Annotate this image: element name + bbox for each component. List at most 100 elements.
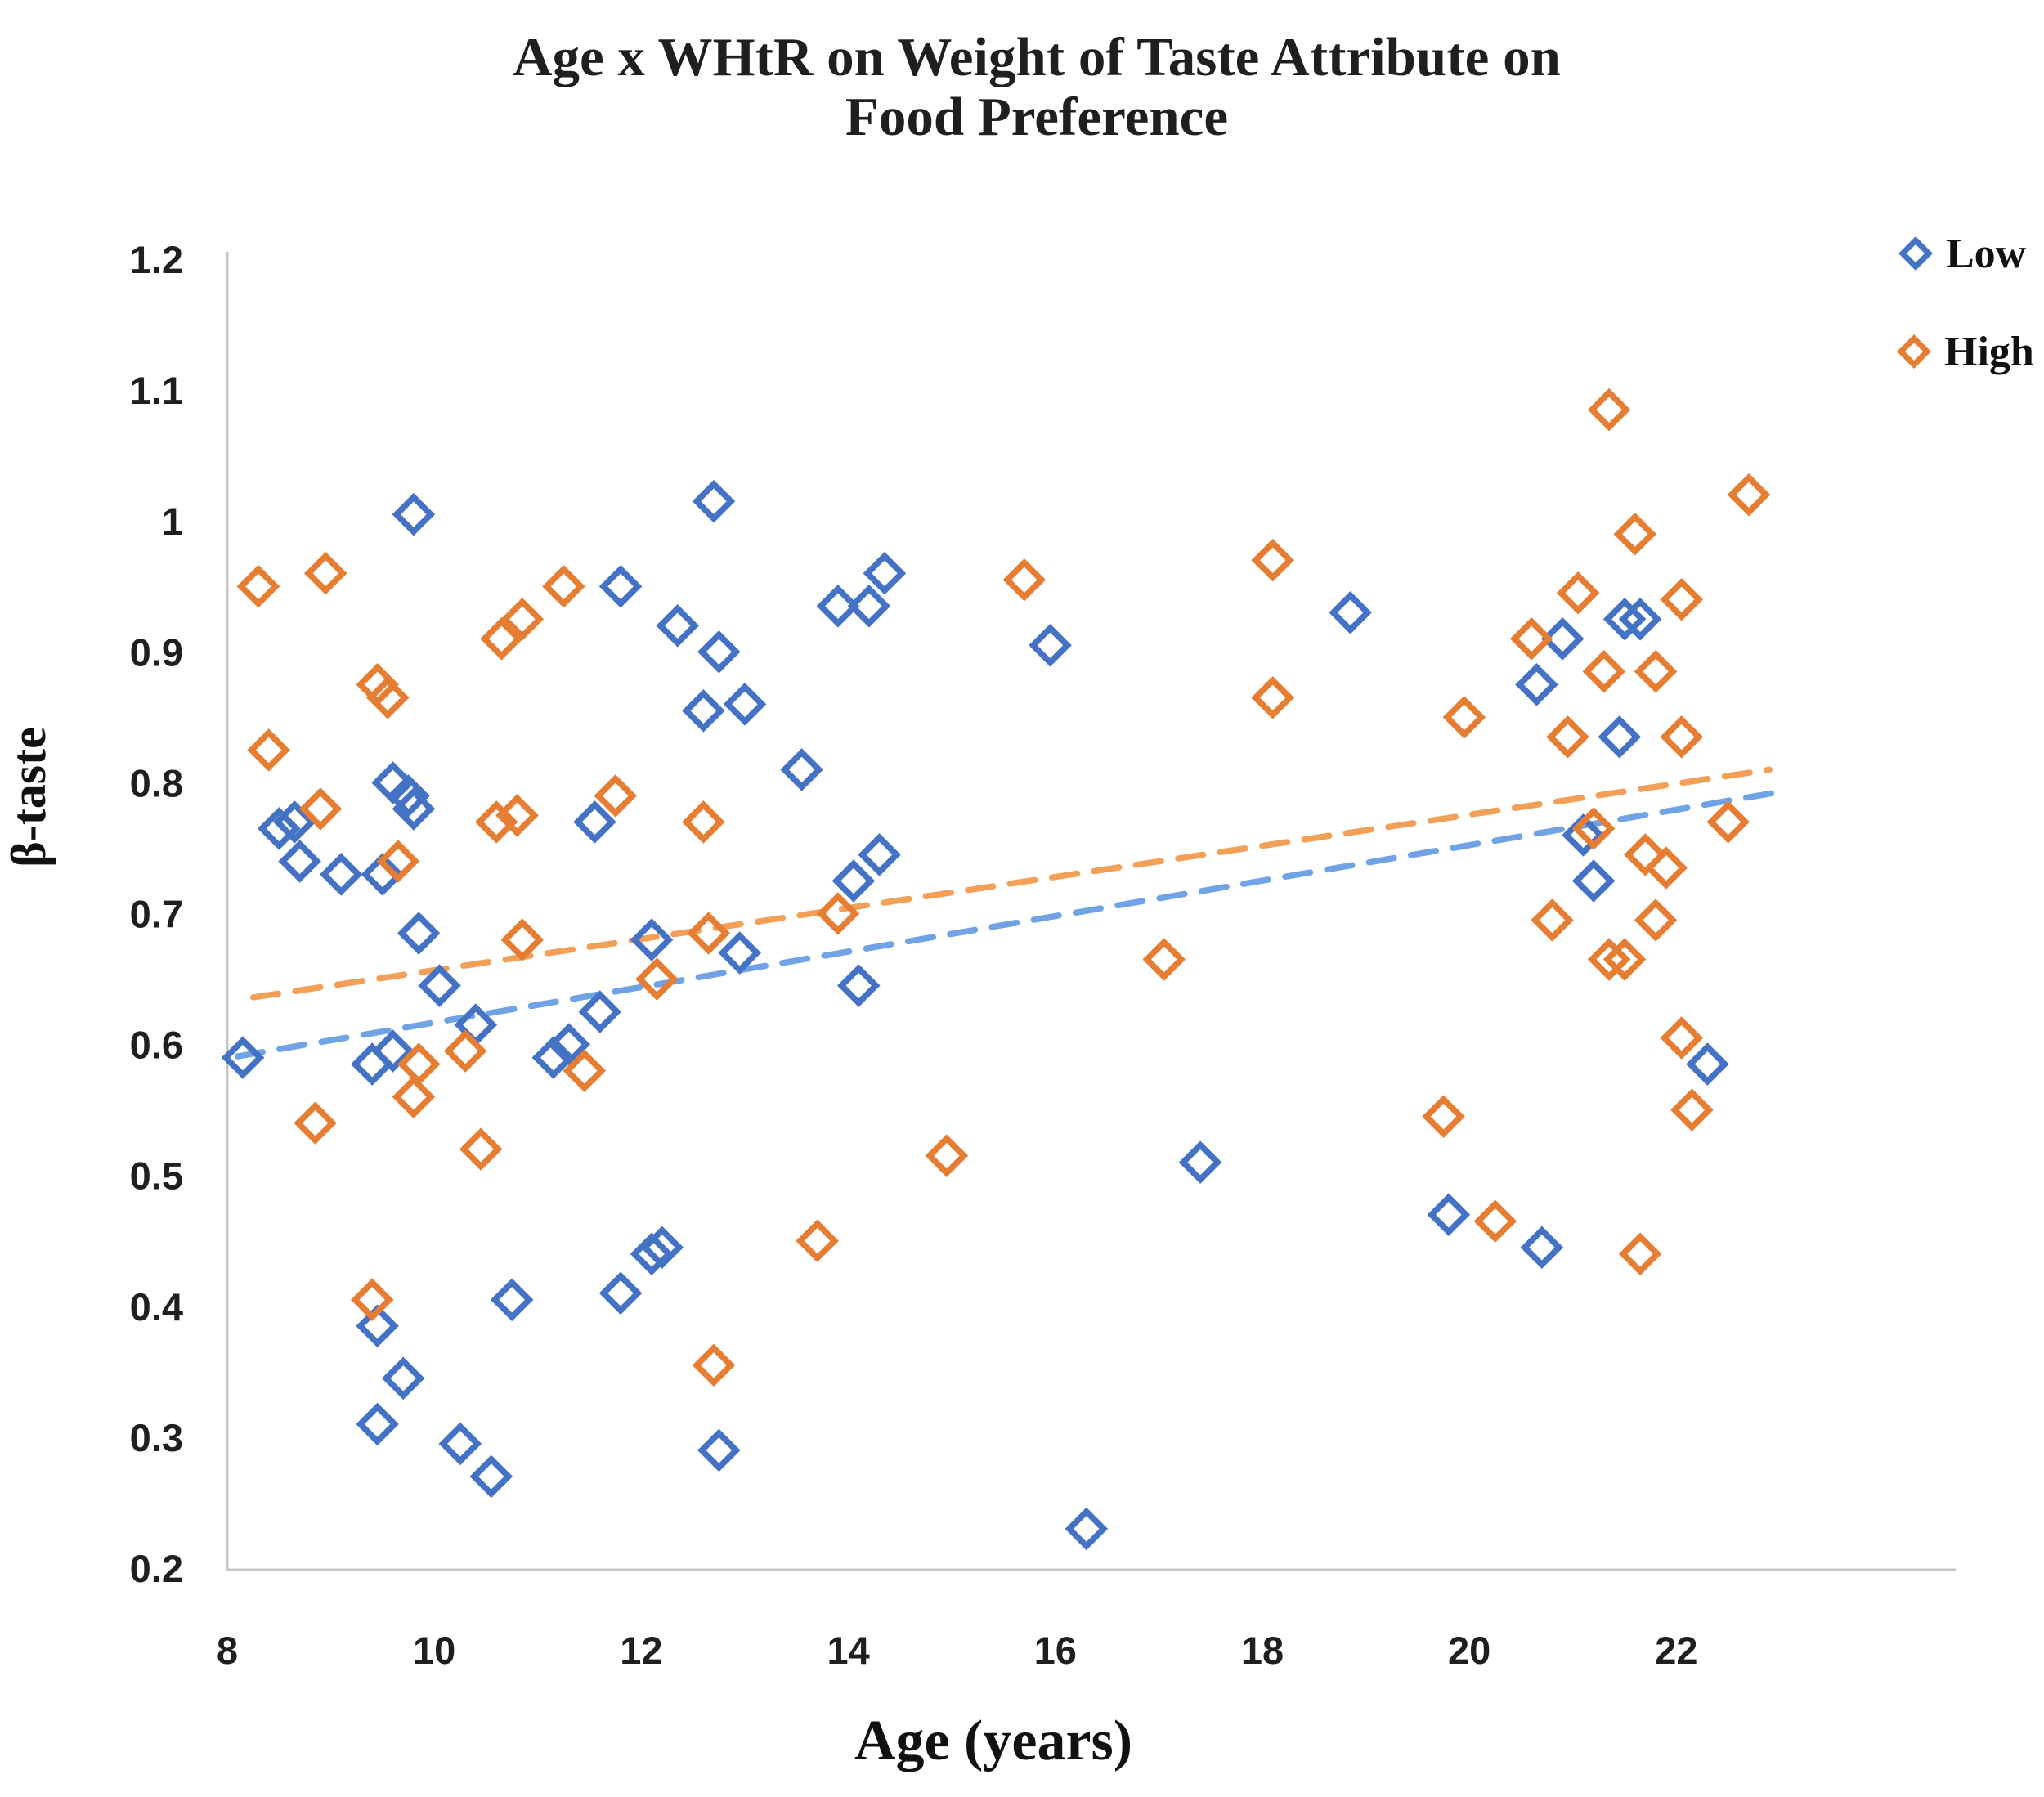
data-point-low (816, 584, 860, 628)
data-point-low (1520, 1226, 1564, 1270)
data-point-low (836, 964, 881, 1007)
data-point-high (1660, 577, 1704, 621)
data-point-high (796, 1219, 839, 1263)
data-point-high (303, 551, 347, 595)
data-point-low (573, 800, 616, 844)
series-high-points (236, 388, 1771, 1387)
data-point-high (1251, 676, 1294, 719)
data-point-high (635, 957, 679, 1001)
data-point-high (459, 1127, 503, 1171)
data-point-high (1442, 696, 1486, 739)
data-point-high (443, 1029, 487, 1073)
data-point-high (1546, 715, 1589, 759)
data-point-low (598, 564, 643, 608)
legend-high-label: High (1944, 329, 2034, 375)
data-point-low (1562, 813, 1605, 857)
x-axis-title: Age (years) (854, 1710, 1132, 1772)
x-tick-label: 20 (1448, 1629, 1490, 1672)
series-low-points (221, 479, 1729, 1551)
data-point-high (376, 840, 420, 883)
data-point-low (392, 787, 436, 831)
data-point-low (858, 833, 901, 876)
data-point-low (578, 990, 622, 1033)
data-point-low (692, 479, 736, 523)
data-point-high (236, 564, 280, 608)
data-point-low (723, 683, 767, 726)
data-point-low (531, 1036, 576, 1079)
high-diamond-icon (1897, 334, 1931, 369)
data-point-high (1531, 898, 1574, 942)
data-point-high (495, 794, 539, 837)
legend-item-low: Low (1898, 231, 2027, 277)
data-point-low (1515, 663, 1558, 706)
data-point-low (1602, 597, 1647, 641)
data-point-high (1727, 473, 1771, 517)
y-axis-title: β-taste (2, 727, 56, 867)
y-tick-label: 0.9 (130, 630, 183, 674)
y-tick-label: 0.2 (130, 1547, 183, 1590)
data-point-high (816, 892, 860, 935)
data-point-low (656, 603, 700, 648)
legend-low-label: Low (1946, 231, 2027, 277)
data-point-high (1634, 898, 1678, 942)
data-point-high (1509, 616, 1553, 661)
data-point-high (1706, 800, 1750, 844)
data-point-high (1660, 1016, 1704, 1060)
x-tick-label: 14 (827, 1629, 869, 1672)
data-point-high (1587, 938, 1631, 981)
data-point-low (356, 1402, 399, 1446)
data-point-low (718, 931, 761, 975)
data-point-high (1670, 1088, 1714, 1132)
data-point-high (247, 728, 290, 772)
data-point-high (563, 1049, 607, 1092)
data-point-high (682, 800, 725, 844)
data-point-high (1634, 650, 1678, 693)
data-point-low (1029, 623, 1072, 667)
y-tick-labels: 1.2 1.1 1 0.9 0.8 0.7 0.6 0.5 0.4 0.3 0.2 (130, 238, 183, 1590)
data-point-high (594, 774, 638, 818)
chart-title-line2: Food Preference (845, 87, 1228, 147)
data-point-high (392, 1075, 436, 1118)
legend: Low High (1897, 231, 2034, 375)
data-point-high (500, 918, 545, 961)
data-point-high (365, 676, 410, 719)
y-tick-label: 0.5 (130, 1154, 183, 1198)
data-point-low (831, 859, 876, 903)
x-tick-labels: 8 10 12 14 16 18 20 22 (217, 1629, 1698, 1672)
y-tick-label: 1.2 (130, 238, 183, 281)
data-point-high (1624, 833, 1667, 876)
data-point-low (397, 912, 441, 955)
data-point-high (542, 564, 585, 608)
data-point-high (350, 1278, 394, 1322)
x-tick-label: 16 (1034, 1629, 1077, 1672)
data-point-low (469, 1454, 513, 1499)
data-point-high (1644, 846, 1688, 890)
data-point-low (278, 840, 321, 883)
data-point-high (1251, 538, 1294, 582)
data-point-high (1422, 1095, 1465, 1138)
data-point-high (1660, 715, 1704, 759)
chart-title-line1: Age x WHtR on Weight of Taste Attribute … (513, 27, 1561, 87)
y-tick-label: 0.6 (130, 1024, 183, 1067)
data-point-high (1613, 512, 1657, 556)
data-point-low (418, 964, 461, 1007)
data-point-high (1142, 938, 1186, 981)
data-point-high (480, 616, 523, 661)
data-point-low (350, 1042, 394, 1086)
data-point-low (1427, 1193, 1471, 1237)
x-tick-label: 18 (1241, 1629, 1284, 1672)
data-point-high (1602, 938, 1647, 981)
data-point-high (1473, 1199, 1517, 1244)
low-trendline (234, 788, 1783, 1060)
data-point-high (474, 800, 518, 844)
x-tick-label: 10 (413, 1629, 455, 1672)
data-point-high (692, 1343, 736, 1387)
data-point-low (598, 1271, 643, 1315)
data-point-low (1178, 1140, 1222, 1184)
y-tick-label: 0.7 (130, 893, 183, 936)
data-point-low (640, 1226, 684, 1270)
data-point-high (294, 1101, 337, 1145)
data-point-high (1582, 650, 1626, 693)
